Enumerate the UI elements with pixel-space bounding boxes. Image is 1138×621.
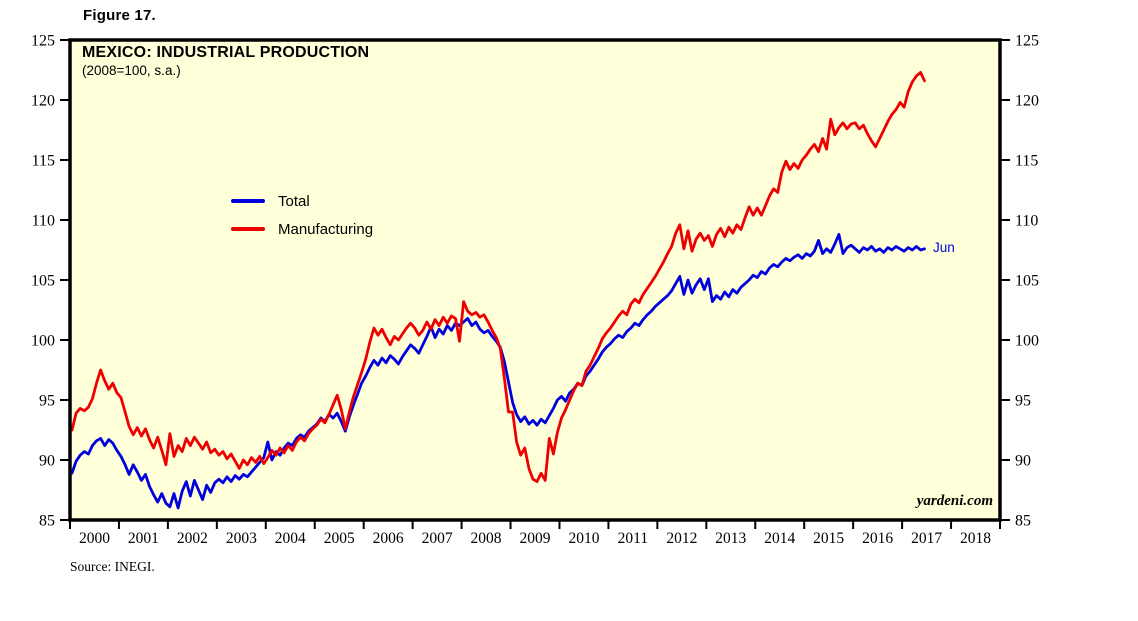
y-axis-label-left: 120 bbox=[31, 93, 55, 110]
y-axis-label-left: 85 bbox=[39, 513, 55, 530]
source-note: Source: INEGI. bbox=[70, 559, 155, 574]
y-axis-label-right: 95 bbox=[1015, 393, 1031, 410]
plot-frame bbox=[68, 38, 1002, 522]
x-axis-year-label: 2017 bbox=[911, 530, 942, 547]
y-axis-label-right: 110 bbox=[1015, 213, 1038, 230]
x-axis-year-label: 2003 bbox=[226, 530, 257, 547]
series-line-manufacturing bbox=[70, 71, 926, 484]
total-line-swatch bbox=[231, 199, 265, 203]
x-axis-year-label: 2013 bbox=[715, 530, 746, 547]
legend-label-total: Total bbox=[278, 192, 310, 210]
y-axis-label-right: 125 bbox=[1015, 33, 1039, 50]
legend-item-total: Total bbox=[231, 187, 373, 215]
y-axis-label-left: 125 bbox=[31, 33, 55, 50]
x-axis-year-label: 2011 bbox=[618, 530, 648, 547]
x-axis-year-label: 2004 bbox=[275, 530, 306, 547]
watermark: yardeni.com bbox=[916, 493, 993, 509]
y-axis-label-right: 120 bbox=[1015, 93, 1039, 110]
y-axis-label-left: 105 bbox=[31, 273, 55, 290]
y-axis-label-right: 115 bbox=[1015, 153, 1038, 170]
x-axis-year-label: 2009 bbox=[520, 530, 551, 547]
y-axis-label-left: 100 bbox=[31, 333, 55, 350]
x-axis-year-label: 2010 bbox=[568, 530, 599, 547]
figure-label: Figure 17. bbox=[83, 7, 156, 24]
y-axis-label-right: 85 bbox=[1015, 513, 1031, 530]
y-axis-label-left: 95 bbox=[39, 393, 55, 410]
x-axis-year-label: 2002 bbox=[177, 530, 208, 547]
y-axis-label-right: 90 bbox=[1015, 453, 1031, 470]
end-label: Jun bbox=[933, 240, 955, 255]
plot-background bbox=[70, 40, 1000, 520]
legend-label-manufacturing: Manufacturing bbox=[278, 220, 374, 238]
x-axis-year-label: 2018 bbox=[960, 530, 991, 547]
y-axis-label-right: 105 bbox=[1015, 273, 1039, 290]
legend-item-manufacturing: Manufacturing bbox=[231, 215, 373, 243]
x-axis-year-label: 2001 bbox=[128, 530, 159, 547]
chart-subtitle: (2008=100, s.a.) bbox=[82, 63, 181, 78]
legend: Total Manufacturing bbox=[231, 187, 373, 243]
y-axis-label-left: 110 bbox=[32, 213, 55, 230]
x-axis-year-label: 2007 bbox=[422, 530, 453, 547]
y-axis-label-right: 100 bbox=[1015, 333, 1039, 350]
x-axis-year-label: 2008 bbox=[471, 530, 502, 547]
x-axis-year-label: 2012 bbox=[666, 530, 697, 547]
x-axis-year-label: 2016 bbox=[862, 530, 893, 547]
y-axis-label-left: 90 bbox=[39, 453, 55, 470]
x-axis-year-label: 2000 bbox=[79, 530, 110, 547]
x-axis-year-label: 2006 bbox=[373, 530, 404, 547]
x-axis-year-label: 2015 bbox=[813, 530, 844, 547]
y-axis-label-left: 115 bbox=[32, 153, 55, 170]
manufacturing-line-swatch bbox=[231, 227, 265, 231]
x-axis-year-label: 2005 bbox=[324, 530, 355, 547]
chart-title: MEXICO: INDUSTRIAL PRODUCTION bbox=[82, 44, 370, 61]
x-axis-year-label: 2014 bbox=[764, 530, 795, 547]
